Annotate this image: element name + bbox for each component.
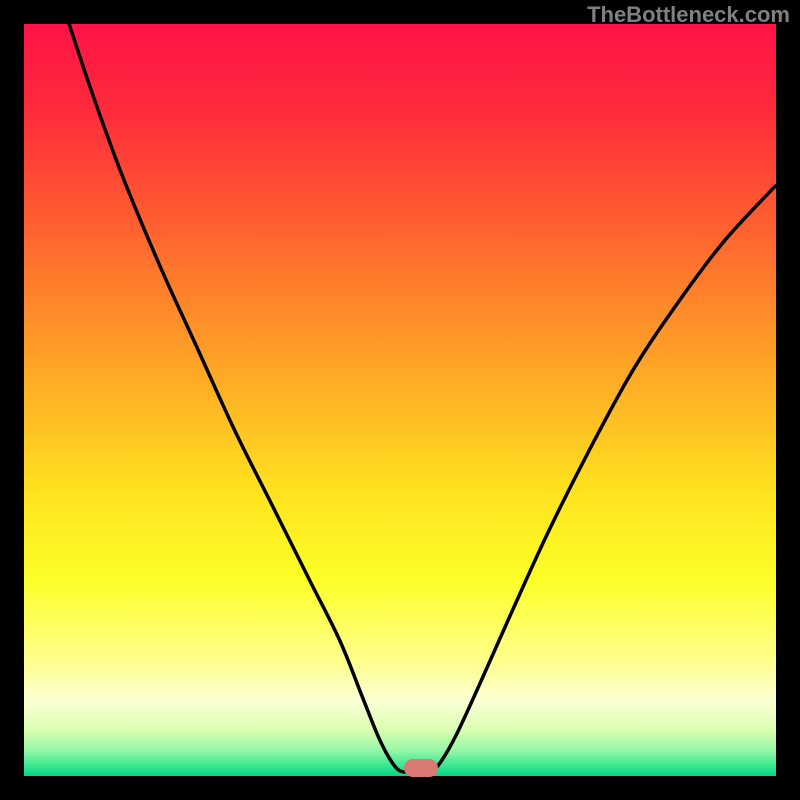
optimal-point-marker [404,759,438,777]
chart-plot-area [24,24,776,776]
watermark-text: TheBottleneck.com [587,2,790,28]
chart-frame: TheBottleneck.com [0,0,800,800]
